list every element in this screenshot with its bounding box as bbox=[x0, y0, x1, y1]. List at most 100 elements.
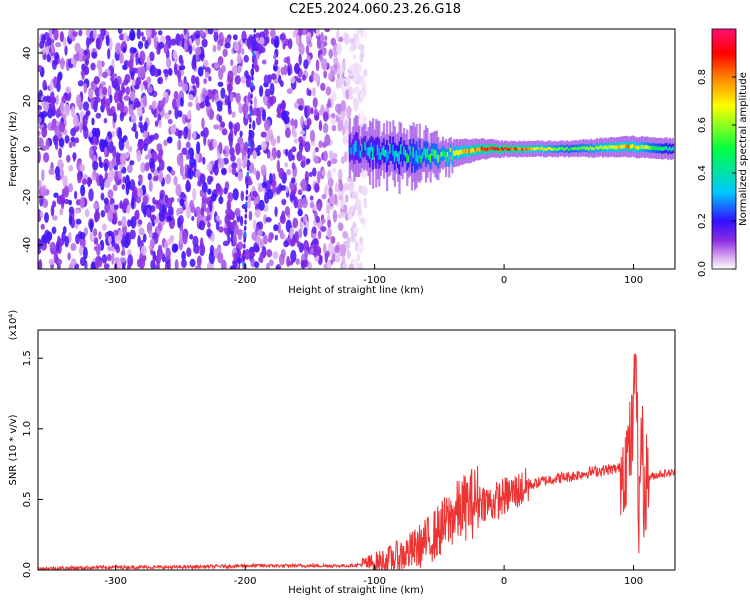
noise-blob bbox=[195, 169, 201, 178]
spectrogram-y-tick-label: -40 bbox=[22, 237, 33, 253]
noise-blob bbox=[286, 169, 292, 176]
noise-blob bbox=[341, 125, 346, 136]
noise-blob bbox=[121, 216, 127, 228]
noise-blob bbox=[173, 90, 179, 100]
signal-core-cell bbox=[468, 149, 471, 154]
noise-blob bbox=[182, 232, 188, 245]
noise-blob bbox=[172, 50, 178, 60]
noise-streak bbox=[249, 105, 253, 111]
noise-blob bbox=[44, 212, 49, 223]
noise-blob bbox=[239, 130, 243, 138]
signal-core-cell bbox=[451, 154, 454, 161]
signal-core-cell bbox=[392, 144, 395, 156]
noise-blob bbox=[80, 184, 86, 197]
noise-streak bbox=[246, 165, 250, 171]
noise-blob bbox=[290, 194, 296, 201]
noise-blob bbox=[296, 240, 301, 248]
signal-core-cell bbox=[379, 152, 383, 160]
noise-blob bbox=[106, 108, 114, 117]
noise-blob bbox=[284, 127, 291, 139]
noise-blob bbox=[146, 76, 152, 85]
noise-blob bbox=[236, 53, 242, 64]
noise-blob bbox=[146, 55, 151, 67]
signal-core-cell bbox=[443, 151, 446, 157]
noise-blob bbox=[79, 164, 86, 172]
noise-blob bbox=[84, 208, 90, 218]
signal-core-cell bbox=[446, 152, 449, 157]
colorbar-gradient bbox=[711, 28, 737, 270]
signal-core-cell bbox=[662, 146, 665, 151]
noise-blob bbox=[363, 68, 368, 77]
noise-blob bbox=[90, 62, 96, 71]
noise-blob bbox=[161, 203, 167, 215]
noise-streak bbox=[248, 135, 251, 141]
signal-core-cell bbox=[589, 145, 592, 150]
noise-blob bbox=[170, 196, 175, 203]
signal-core-cell bbox=[567, 148, 570, 152]
noise-blob bbox=[166, 215, 173, 222]
noise-blob bbox=[127, 59, 134, 70]
noise-blob bbox=[264, 119, 271, 132]
noise-blob bbox=[81, 70, 85, 80]
noise-blob bbox=[65, 86, 71, 94]
noise-blob bbox=[220, 87, 226, 99]
noise-blob bbox=[38, 179, 42, 188]
noise-blob bbox=[106, 253, 112, 262]
snr-y-label: SNR (10 * v/v) bbox=[8, 414, 19, 485]
noise-blob bbox=[165, 35, 171, 41]
signal-core-cell bbox=[532, 147, 535, 151]
noise-blob bbox=[177, 139, 182, 151]
spectrogram-x-tick-label: -300 bbox=[104, 275, 127, 286]
noise-blob bbox=[229, 93, 234, 102]
noise-blob bbox=[158, 30, 163, 36]
noise-blob bbox=[94, 210, 100, 222]
snr-y-multiplier: (x10⁴) bbox=[8, 310, 19, 341]
noise-streak bbox=[253, 39, 256, 45]
noise-blob bbox=[300, 160, 306, 168]
noise-blob bbox=[108, 140, 114, 154]
noise-blob bbox=[49, 243, 56, 249]
noise-blob bbox=[124, 174, 131, 188]
noise-blob bbox=[49, 81, 54, 93]
noise-blob bbox=[137, 219, 143, 225]
spectrogram-x-tick-label: 0 bbox=[501, 275, 507, 286]
noise-blob bbox=[58, 147, 63, 159]
noise-blob bbox=[188, 94, 194, 101]
signal-core-cell bbox=[418, 147, 421, 159]
noise-blob bbox=[273, 224, 279, 232]
noise-blob bbox=[151, 100, 157, 110]
noise-blob bbox=[48, 258, 55, 265]
noise-blob bbox=[72, 152, 76, 162]
noise-blob bbox=[157, 222, 163, 232]
noise-blob bbox=[313, 114, 320, 121]
signal-core-cell bbox=[577, 147, 580, 151]
signal-core-cell bbox=[490, 146, 493, 150]
noise-blob bbox=[189, 157, 196, 168]
noise-blob bbox=[180, 58, 184, 67]
noise-blob bbox=[253, 242, 260, 253]
noise-blob bbox=[291, 177, 296, 184]
noise-blob bbox=[307, 184, 312, 192]
signal-core-cell bbox=[612, 145, 616, 150]
noise-streak bbox=[243, 237, 246, 243]
noise-blob bbox=[115, 151, 120, 164]
noise-blob bbox=[355, 29, 362, 36]
noise-blob bbox=[50, 204, 55, 217]
noise-blob bbox=[235, 122, 241, 132]
noise-blob bbox=[298, 228, 303, 239]
noise-blob bbox=[173, 62, 178, 75]
noise-blob bbox=[44, 41, 48, 47]
signal-core-cell bbox=[533, 147, 536, 151]
noise-blob bbox=[309, 129, 316, 142]
noise-streak bbox=[247, 147, 251, 153]
noise-blob bbox=[159, 192, 164, 200]
noise-blob bbox=[164, 112, 170, 120]
signal-core-cell bbox=[382, 145, 386, 156]
noise-blob bbox=[176, 153, 183, 167]
noise-blob bbox=[187, 128, 191, 141]
signal-core-cell bbox=[530, 147, 533, 151]
colorbar-tick-label: 0.8 bbox=[697, 69, 708, 85]
noise-blob bbox=[295, 62, 300, 71]
noise-blob bbox=[143, 143, 148, 152]
noise-blob bbox=[134, 209, 140, 221]
